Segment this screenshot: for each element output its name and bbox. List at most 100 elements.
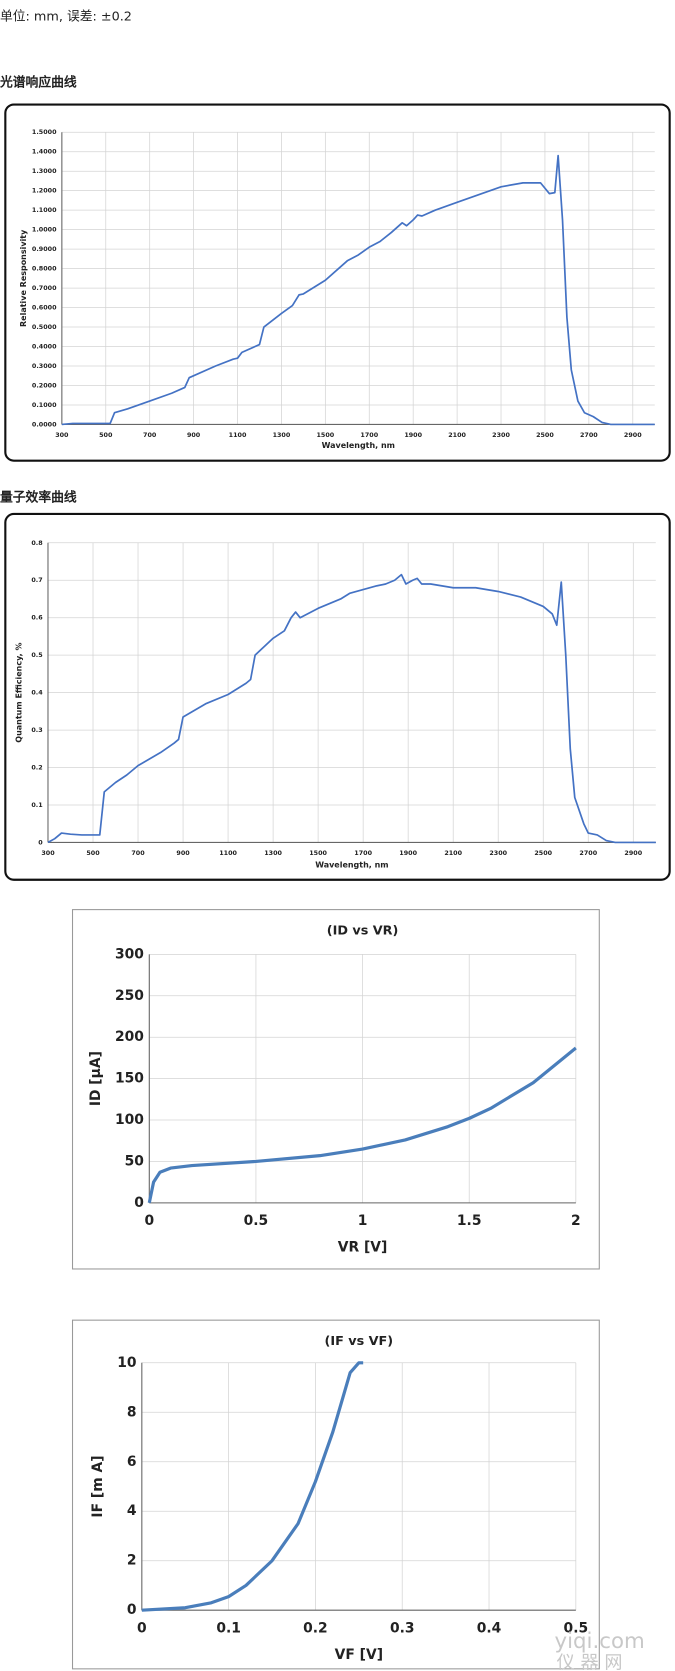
x-tick-label: 2700 xyxy=(580,431,598,439)
x-tick-label: 2100 xyxy=(444,849,462,857)
x-tick-label: 1500 xyxy=(309,849,327,857)
y-tick-label: 0.8000 xyxy=(32,265,57,273)
x-tick-label: 300 xyxy=(41,849,55,857)
data-line xyxy=(147,1046,577,1204)
y-tick-label: 100 xyxy=(115,1112,144,1128)
y-tick-label: 0.7000 xyxy=(32,284,57,292)
x-tick-label: 0.4 xyxy=(477,1620,502,1636)
y-axis-label: ID [μA] xyxy=(88,1051,104,1106)
y-tick-label: 0 xyxy=(38,838,43,846)
unit-note: 单位: mm, 误差: ±0.2 xyxy=(0,10,132,25)
section-heading: 量子效率曲线 xyxy=(0,490,77,506)
y-tick-label: 50 xyxy=(125,1153,144,1169)
x-tick-label: 2900 xyxy=(624,849,642,857)
y-axis-label: IF [m A] xyxy=(90,1455,106,1517)
y-axis-label: Relative Responsivity xyxy=(19,229,28,327)
chart-frame xyxy=(71,909,600,1270)
x-tick-label: 2500 xyxy=(534,849,552,857)
data-line xyxy=(141,1361,364,1612)
y-tick-label: 0.4000 xyxy=(32,343,57,351)
y-tick-label: 0.4 xyxy=(31,689,43,697)
x-axis-label: VR [V] xyxy=(338,1240,388,1256)
y-tick-label: 0.2000 xyxy=(32,381,57,389)
y-axis-label: Quantum Efficiency, % xyxy=(15,643,24,743)
y-tick-label: 0.1 xyxy=(31,801,42,809)
x-tick-label: 300 xyxy=(55,431,69,439)
y-tick-label: 0.5 xyxy=(31,651,42,659)
chart-frame xyxy=(4,512,671,881)
y-tick-label: 4 xyxy=(127,1503,137,1519)
x-tick-label: 1900 xyxy=(404,431,422,439)
y-tick-label: 0.9000 xyxy=(32,245,57,253)
x-tick-label: 0.5 xyxy=(244,1213,269,1229)
x-axis-label: Wavelength, nm xyxy=(322,441,395,450)
y-tick-label: 6 xyxy=(127,1454,137,1470)
x-tick-label: 2100 xyxy=(448,431,466,439)
y-tick-label: 0 xyxy=(134,1195,144,1211)
y-tick-label: 2 xyxy=(127,1553,137,1569)
y-tick-label: 0.0000 xyxy=(32,420,57,428)
x-tick-label: 1700 xyxy=(354,849,372,857)
y-tick-label: 0.5000 xyxy=(32,323,57,331)
x-tick-label: 0.2 xyxy=(303,1620,328,1636)
x-tick-label: 2500 xyxy=(536,431,554,439)
y-tick-label: 1.4000 xyxy=(32,148,57,156)
x-tick-label: 0.5 xyxy=(564,1620,589,1636)
x-tick-label: 900 xyxy=(187,431,201,439)
y-tick-label: 0.6000 xyxy=(32,304,57,312)
y-tick-label: 0 xyxy=(127,1602,137,1618)
x-tick-label: 1300 xyxy=(273,431,291,439)
x-tick-label: 1500 xyxy=(316,431,334,439)
x-tick-label: 1100 xyxy=(229,431,247,439)
y-tick-label: 200 xyxy=(115,1029,144,1045)
x-tick-label: 1700 xyxy=(360,431,378,439)
y-tick-label: 0.8 xyxy=(31,539,43,547)
x-tick-label: 0 xyxy=(144,1213,154,1229)
y-tick-label: 300 xyxy=(115,946,144,962)
x-tick-label: 500 xyxy=(99,431,113,439)
chart-frame xyxy=(71,1319,600,1670)
x-tick-label: 900 xyxy=(176,849,190,857)
data-line xyxy=(47,573,656,844)
x-tick-label: 2300 xyxy=(492,431,510,439)
chart-title: (IF vs VF) xyxy=(325,1334,394,1349)
x-axis-label: Wavelength, nm xyxy=(315,860,388,869)
x-tick-label: 1 xyxy=(358,1213,368,1229)
y-tick-label: 0.7 xyxy=(31,576,42,584)
y-tick-label: 8 xyxy=(127,1404,137,1420)
y-tick-label: 250 xyxy=(115,988,144,1004)
y-tick-label: 0.3 xyxy=(31,726,42,734)
x-tick-label: 2300 xyxy=(489,849,507,857)
section-heading: 光谱响应曲线 xyxy=(0,75,77,91)
x-tick-label: 0.3 xyxy=(390,1620,415,1636)
y-tick-label: 1.0000 xyxy=(32,226,57,234)
y-tick-label: 150 xyxy=(115,1071,144,1087)
y-tick-label: 0.6 xyxy=(31,614,43,622)
y-tick-label: 0.1000 xyxy=(32,401,57,409)
y-tick-label: 1.5000 xyxy=(32,128,57,136)
y-tick-label: 10 xyxy=(117,1355,136,1371)
chart-frame xyxy=(4,103,671,462)
data-line xyxy=(61,154,655,426)
x-tick-label: 0 xyxy=(137,1620,147,1636)
y-tick-label: 0.2 xyxy=(31,764,42,772)
x-tick-label: 0.1 xyxy=(216,1620,241,1636)
y-tick-label: 1.1000 xyxy=(32,206,57,214)
x-tick-label: 1300 xyxy=(264,849,282,857)
x-tick-label: 1900 xyxy=(399,849,417,857)
x-tick-label: 700 xyxy=(143,431,157,439)
x-tick-label: 700 xyxy=(131,849,145,857)
y-tick-label: 1.2000 xyxy=(32,187,57,195)
x-tick-label: 500 xyxy=(86,849,100,857)
x-axis-label: VF [V] xyxy=(335,1647,383,1663)
y-tick-label: 1.3000 xyxy=(32,167,57,175)
x-tick-label: 2 xyxy=(571,1213,581,1229)
x-tick-label: 1100 xyxy=(219,849,237,857)
x-tick-label: 2700 xyxy=(579,849,597,857)
x-tick-label: 1.5 xyxy=(457,1213,482,1229)
chart-title: (ID vs VR) xyxy=(327,923,399,938)
watermark: yiqi.com xyxy=(555,1629,645,1654)
y-tick-label: 0.3000 xyxy=(32,362,57,370)
watermark: 仪 器 网 xyxy=(557,1653,623,1671)
